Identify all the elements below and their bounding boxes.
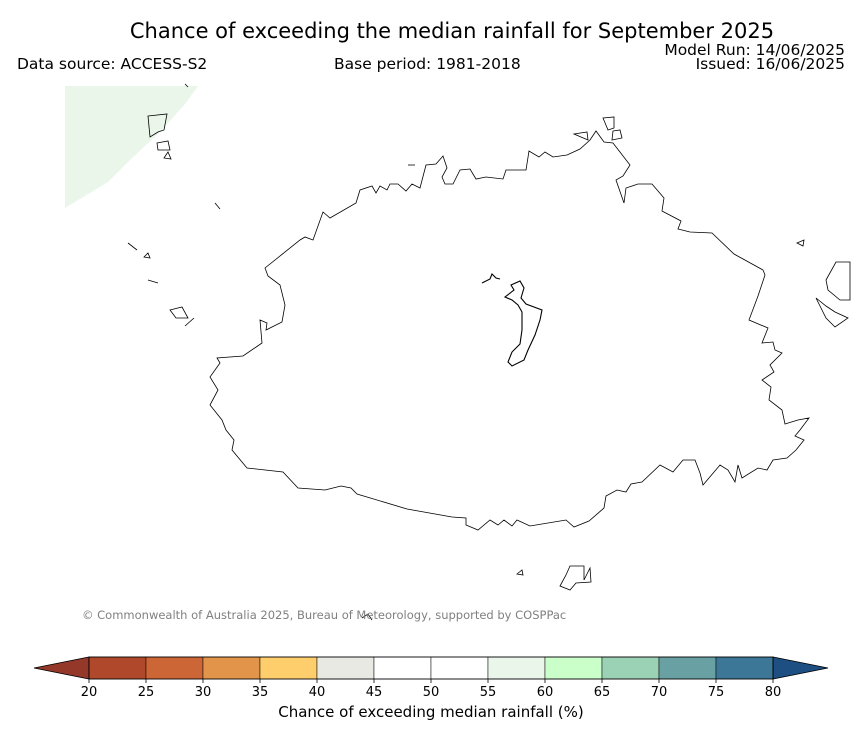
colorbar-segment — [715, 656, 774, 680]
colorbar-tick-label: 60 — [537, 685, 554, 700]
island-e-1 — [796, 239, 805, 247]
colorbar-tick-label: 30 — [195, 685, 212, 700]
colorbar: 20 25 30 35 40 45 50 55 60 65 70 75 80 — [33, 656, 829, 700]
colorbar-tick-label: 35 — [252, 685, 269, 700]
colorbar-segment — [487, 656, 546, 680]
island-ne-2 — [602, 116, 615, 131]
island-nw-1 — [147, 113, 168, 138]
colorbar-segment — [658, 656, 717, 680]
colorbar-segment — [202, 656, 261, 680]
island-e-2 — [825, 261, 851, 301]
model-run-label: Model Run: 14/06/2025 — [664, 41, 845, 59]
copyright-note: © Commonwealth of Australia 2025, Bureau… — [82, 608, 567, 622]
colorbar-tick-label: 75 — [708, 685, 725, 700]
issued-label: Issued: 16/06/2025 — [695, 55, 845, 73]
colorbar-segment — [601, 656, 660, 680]
inland-lake — [503, 280, 543, 367]
island-s-1 — [516, 569, 524, 576]
colorbar-tick-label: 50 — [423, 685, 440, 700]
colorbar-label: Chance of exceeding median rainfall (%) — [278, 703, 584, 721]
colorbar-segment — [544, 656, 603, 680]
shaded-probability-region — [65, 86, 198, 208]
colorbar-tick-label: 55 — [480, 685, 497, 700]
colorbar-tick-label: 80 — [765, 685, 782, 700]
island-nw-2 — [156, 140, 171, 151]
island-w-4 — [147, 279, 159, 284]
colorbar-tick-label: 65 — [594, 685, 611, 700]
island-w-1 — [214, 202, 221, 210]
island-w-6 — [184, 317, 195, 327]
island-ne-3 — [611, 129, 623, 141]
coastlines — [127, 83, 851, 621]
island-w-5 — [169, 306, 189, 319]
island-e-3 — [815, 297, 849, 328]
colorbar-tick-label: 45 — [366, 685, 383, 700]
island-w-3 — [143, 252, 151, 259]
colorbar-segment — [316, 656, 375, 680]
data-source-label: Data source: ACCESS-S2 — [17, 55, 208, 73]
colorbar-tick-label: 40 — [309, 685, 326, 700]
map-title: Chance of exceeding the median rainfall … — [129, 19, 775, 43]
colorbar-segment — [430, 656, 489, 680]
island-ne-1 — [572, 131, 589, 141]
island-s-2 — [559, 565, 592, 591]
colorbar-over-arrow — [772, 656, 829, 680]
colorbar-tick-label: 70 — [651, 685, 668, 700]
colorbar-segment — [373, 656, 432, 680]
lake-inlet — [481, 273, 501, 284]
colorbar-tick-label: 20 — [81, 685, 98, 700]
colorbar-tick-label: 25 — [138, 685, 155, 700]
colorbar-under-arrow — [33, 656, 90, 680]
island-w-2 — [127, 242, 138, 251]
island-nw-3 — [163, 151, 172, 160]
colorbar-segment — [259, 656, 318, 680]
colorbar-segment — [88, 656, 147, 680]
main-island-coastline — [209, 130, 810, 531]
colorbar-segment — [145, 656, 204, 680]
base-period-label: Base period: 1981-2018 — [334, 55, 521, 73]
island-s-3 — [361, 613, 373, 621]
island-nw-4 — [184, 83, 189, 88]
